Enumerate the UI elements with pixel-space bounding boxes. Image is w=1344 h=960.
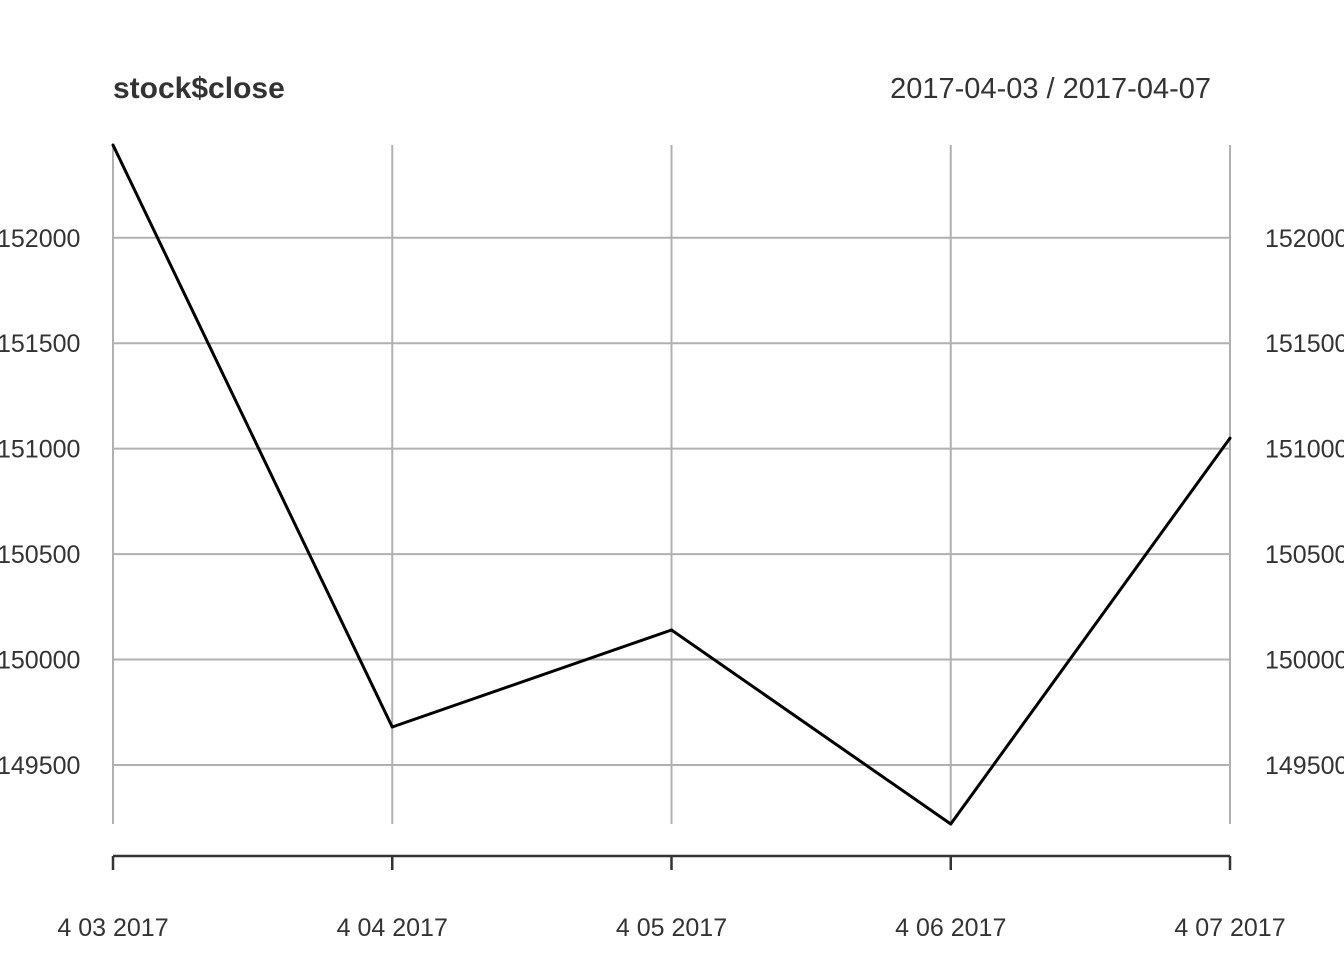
tick-labels: 149500 149500 150000 150000 150500 150500 1510… <box>0 225 1344 942</box>
y-tick-label-left: 150500 <box>0 541 80 569</box>
data-point <box>670 628 673 632</box>
x-tick-label: 4 04 2017 <box>337 914 448 942</box>
y-tick-label-right: 151500 <box>1265 330 1344 358</box>
y-tick-label-right: 149500 <box>1265 752 1344 780</box>
x-tick-label: 4 05 2017 <box>616 914 727 942</box>
y-tick-label-left: 152000 <box>0 225 80 253</box>
series-layer <box>111 143 1232 826</box>
grid-layer <box>112 145 1231 824</box>
data-point <box>949 822 953 826</box>
y-tick-label-left: 151500 <box>0 330 80 358</box>
y-tick-label-right: 150500 <box>1265 541 1344 569</box>
y-tick-label-right: 150000 <box>1265 647 1344 675</box>
x-tick-label: 4 03 2017 <box>57 914 168 942</box>
data-point <box>390 725 394 729</box>
x-axis <box>111 854 1232 870</box>
x-tick-label: 4 06 2017 <box>895 914 1006 942</box>
y-tick-label-right: 151000 <box>1265 436 1344 464</box>
chart-title: stock$close <box>113 72 285 105</box>
y-tick-label-left: 151000 <box>0 436 80 464</box>
y-tick-label-left: 150000 <box>0 647 80 675</box>
data-point <box>111 143 115 147</box>
y-tick-label-left: 149500 <box>0 752 80 780</box>
date-range: 2017-04-03 / 2017-04-07 <box>890 73 1211 105</box>
data-point <box>1228 436 1232 440</box>
x-tick-label: 4 07 2017 <box>1174 914 1285 942</box>
y-tick-label-right: 152000 <box>1265 225 1344 253</box>
